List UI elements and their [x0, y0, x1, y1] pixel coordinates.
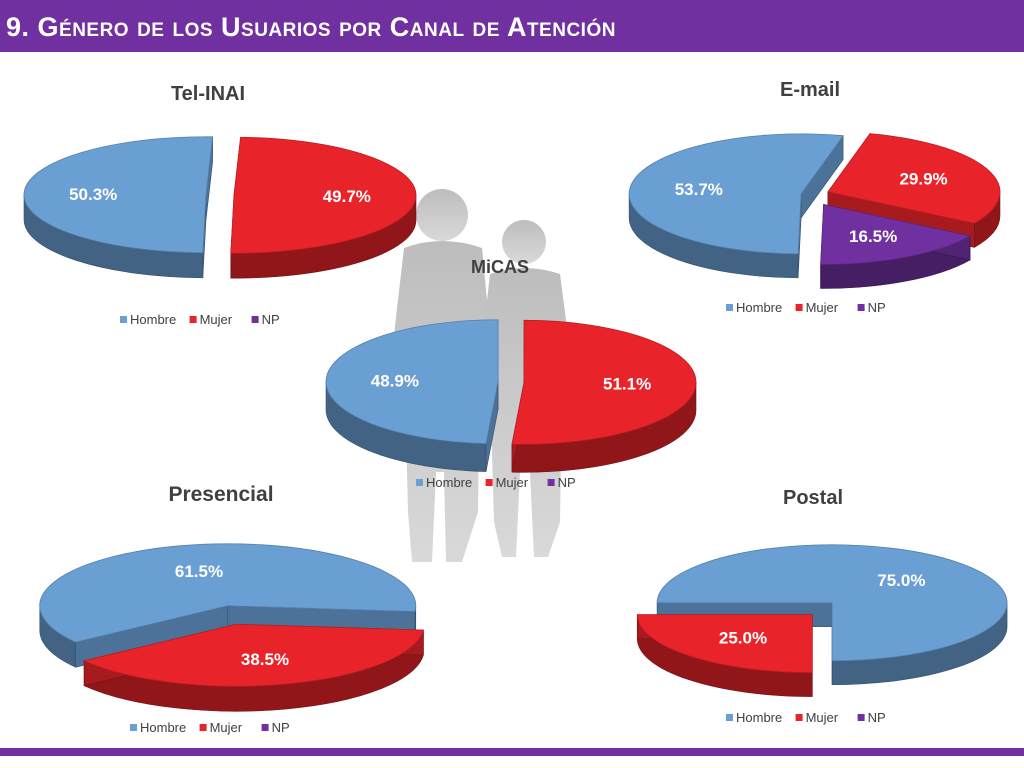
chart-title: MiCAS: [471, 257, 529, 277]
legend-swatch-mujer: [189, 316, 197, 323]
legend-swatch-np: [547, 479, 555, 486]
footer-bar: [0, 748, 1024, 756]
legend-label: Mujer: [806, 710, 839, 725]
legend-swatch-hombre: [726, 714, 733, 721]
legend-label: NP: [272, 720, 290, 735]
slice-hombre: [39, 543, 417, 643]
pie-chart-0: Tel-INAI 50.3% 49.7% Hombre Mujer NP: [23, 83, 417, 327]
slice-np: [820, 203, 972, 265]
slice-hombre: [23, 136, 214, 254]
legend-swatch-np: [251, 316, 259, 323]
legend-label: Hombre: [140, 720, 186, 735]
data-label: 25.0%: [719, 629, 767, 648]
slice-mujer: [230, 136, 417, 254]
pie-chart-3: Presencial 61.5% 38.5% Hombre Mujer NP: [39, 483, 424, 735]
legend-label: NP: [262, 312, 280, 327]
legend-swatch-mujer: [485, 479, 493, 486]
slice-mujer: [827, 133, 1001, 224]
chart-legend: Hombre Mujer NP: [416, 475, 576, 490]
pie-chart-1: E-mail 53.7% 29.9% 16.5% Hombre Mujer NP: [628, 79, 1001, 315]
slice-mujer: [511, 319, 697, 445]
chart-legend: Hombre Mujer NP: [120, 312, 280, 327]
legend-swatch-hombre: [130, 724, 137, 731]
chart-legend: Hombre Mujer NP: [130, 720, 290, 735]
legend-label: Mujer: [806, 300, 839, 315]
legend-label: Mujer: [200, 312, 233, 327]
legend-swatch-np: [857, 304, 865, 311]
charts-canvas: Tel-INAI 50.3% 49.7% Hombre Mujer NP E-mail 53.…: [23, 79, 1008, 735]
slide-header: 9. Género de los Usuarios por Canal de A…: [0, 0, 1024, 52]
slice-hombre: [628, 133, 844, 255]
pie-chart-4: Postal 75.0% 25.0% Hombre Mujer NP: [636, 487, 1008, 725]
legend-swatch-mujer: [795, 304, 803, 311]
chart-legend: Hombre Mujer NP: [726, 300, 886, 315]
data-label: 75.0%: [877, 571, 925, 590]
legend-swatch-mujer: [795, 714, 803, 721]
slice-hombre: [325, 319, 499, 445]
data-label: 38.5%: [241, 650, 289, 669]
pie-chart-2: MiCAS 48.9% 51.1% Hombre Mujer NP: [325, 257, 697, 490]
legend-swatch-hombre: [120, 316, 127, 323]
legend-label: NP: [558, 475, 576, 490]
chart-title: E-mail: [780, 79, 840, 101]
data-label: 51.1%: [603, 375, 651, 394]
chart-legend: Hombre Mujer NP: [726, 710, 886, 725]
legend-swatch-hombre: [726, 304, 733, 311]
legend-label: Hombre: [426, 475, 472, 490]
chart-title: Tel-INAI: [171, 83, 245, 105]
slice-mujer: [636, 614, 813, 674]
chart-title: Presencial: [168, 483, 273, 506]
legend-label: Hombre: [736, 300, 782, 315]
chart-title: Postal: [783, 487, 843, 509]
slide-title: 9. Género de los Usuarios por Canal de A…: [6, 12, 616, 42]
legend-label: Mujer: [496, 475, 529, 490]
data-label: 29.9%: [899, 169, 947, 188]
data-label: 50.3%: [69, 185, 117, 204]
data-label: 48.9%: [371, 371, 419, 390]
legend-label: NP: [868, 710, 886, 725]
slice-mujer: [82, 623, 424, 687]
data-label: 16.5%: [849, 227, 897, 246]
legend-label: Hombre: [736, 710, 782, 725]
legend-label: Hombre: [130, 312, 176, 327]
data-label: 61.5%: [175, 562, 223, 581]
legend-label: NP: [868, 300, 886, 315]
legend-label: Mujer: [210, 720, 243, 735]
legend-swatch-np: [261, 724, 269, 731]
data-label: 49.7%: [323, 187, 371, 206]
legend-swatch-mujer: [199, 724, 207, 731]
slice-hombre: [656, 544, 1008, 662]
legend-swatch-hombre: [416, 479, 423, 486]
data-label: 53.7%: [675, 180, 723, 199]
legend-swatch-np: [857, 714, 865, 721]
